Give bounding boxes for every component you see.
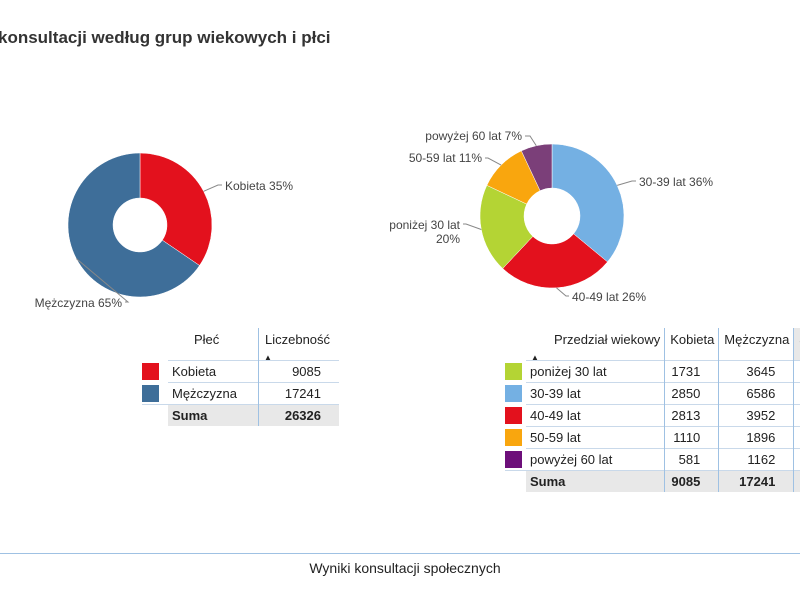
sort-ascending-icon: ▲: [531, 353, 539, 362]
leader-line: [485, 157, 502, 166]
row-suma: [793, 360, 800, 383]
sum-label: Suma: [526, 470, 665, 492]
row-mezczyzna: 3952: [718, 404, 794, 427]
row-label: Kobieta: [168, 360, 259, 383]
leader-line: [463, 223, 482, 230]
slice-label: Kobieta 35%: [225, 179, 293, 193]
row-label: poniżej 30 lat: [526, 360, 665, 383]
row-suma: [793, 404, 800, 427]
row-suma: [793, 448, 800, 471]
pie-slice-powyżej-60-lat[interactable]: [521, 143, 553, 191]
table-row: Mężczyzna 17241: [142, 382, 339, 405]
row-suma: [793, 426, 800, 449]
slice-label: 40-49 lat 26%: [572, 290, 646, 304]
row-label: powyżej 60 lat: [526, 448, 665, 471]
slice-label: poniżej 30 lat: [389, 218, 460, 232]
row-kobieta: 1731: [664, 360, 719, 383]
gender-header-plec[interactable]: Płeć: [194, 332, 220, 347]
legend-swatch-mezczyzna: [142, 384, 159, 402]
row-suma: [793, 382, 800, 405]
legend-swatch-powyzej-60: [505, 450, 522, 468]
table-row: poniżej 30 lat 1731 3645: [505, 360, 800, 383]
leader-line: [556, 287, 569, 297]
sum-mezczyzna: 17241: [718, 470, 794, 492]
slice-label: 50-59 lat 11%: [409, 151, 482, 165]
age-header-kobieta[interactable]: Kobieta: [664, 328, 719, 361]
table-row: 40-49 lat 2813 3952: [505, 404, 800, 427]
row-kobieta: 581: [664, 448, 719, 471]
sum-row: Suma 9085 17241 2: [505, 470, 800, 492]
row-kobieta: 1110: [664, 426, 719, 449]
leader-line: [525, 135, 537, 147]
row-mezczyzna: 6586: [718, 382, 794, 405]
gender-header-liczebnosc[interactable]: Liczebność ▲: [258, 328, 339, 362]
legend-swatch-kobieta: [142, 363, 159, 380]
slice-label: powyżej 60 lat 7%: [425, 129, 522, 143]
age-header-suma[interactable]: S: [793, 328, 800, 361]
page-title: konsultacji według grup wiekowych i płci: [0, 28, 331, 47]
pie-slice-40-49-lat[interactable]: [502, 233, 608, 289]
sum-value: 26326: [258, 404, 339, 426]
table-row: 30-39 lat 2850 6586: [505, 382, 800, 405]
pie-slice-mężczyzna[interactable]: [67, 152, 200, 298]
legend-swatch-50-59: [505, 429, 522, 446]
sum-row: Suma 26326: [142, 404, 339, 426]
legend-swatch-40-49: [505, 407, 522, 424]
row-value: 17241: [258, 382, 339, 405]
footer-divider: [0, 553, 800, 554]
pie-slice-poniżej-30-lat[interactable]: [479, 185, 534, 269]
leader-line: [203, 184, 222, 192]
pie-slice-kobieta[interactable]: [139, 152, 213, 266]
slice-label: Mężczyzna 65%: [35, 296, 123, 310]
table-row: powyżej 60 lat 581 1162: [505, 448, 800, 471]
table-row: Kobieta 9085: [142, 360, 339, 383]
slice-label: 30-39 lat 36%: [639, 175, 713, 189]
row-mezczyzna: 3645: [718, 360, 794, 383]
age-header-przedzial-label: Przedział wiekowy: [554, 332, 661, 347]
gender-table: Płeć Liczebność ▲ Kobieta 9085 Mężczyzna…: [142, 328, 339, 426]
age-header-mezczyzna[interactable]: Mężczyzna: [718, 328, 794, 361]
row-label: 40-49 lat: [526, 404, 665, 427]
row-label: Mężczyzna: [168, 382, 259, 405]
sum-kobieta: 9085: [664, 470, 719, 492]
age-table: Przedział wiekowy ▲ Kobieta Mężczyzna S …: [505, 328, 800, 492]
footer-title: Wyniki konsultacji społecznych: [309, 560, 501, 576]
gender-header-liczebnosc-label: Liczebność: [265, 332, 331, 347]
leader-line: [76, 258, 130, 303]
row-mezczyzna: 1162: [718, 448, 794, 471]
slice-label-percent: 20%: [436, 232, 460, 246]
leader-line: [617, 180, 636, 186]
row-mezczyzna: 1896: [718, 426, 794, 449]
legend-swatch-ponizej-30: [505, 363, 522, 380]
sum-label: Suma: [168, 404, 259, 426]
table-row: 50-59 lat 1110 1896: [505, 426, 800, 449]
legend-swatch-30-39: [505, 385, 522, 402]
row-value: 9085: [258, 360, 339, 383]
age-header-przedzial[interactable]: Przedział wiekowy ▲: [526, 328, 665, 362]
row-label: 50-59 lat: [526, 426, 665, 449]
sum-suma: 2: [793, 470, 800, 492]
row-kobieta: 2813: [664, 404, 719, 427]
pie-slice-30-39-lat[interactable]: [551, 143, 625, 263]
sort-ascending-icon: ▲: [264, 353, 272, 362]
row-kobieta: 2850: [664, 382, 719, 405]
row-label: 30-39 lat: [526, 382, 665, 405]
